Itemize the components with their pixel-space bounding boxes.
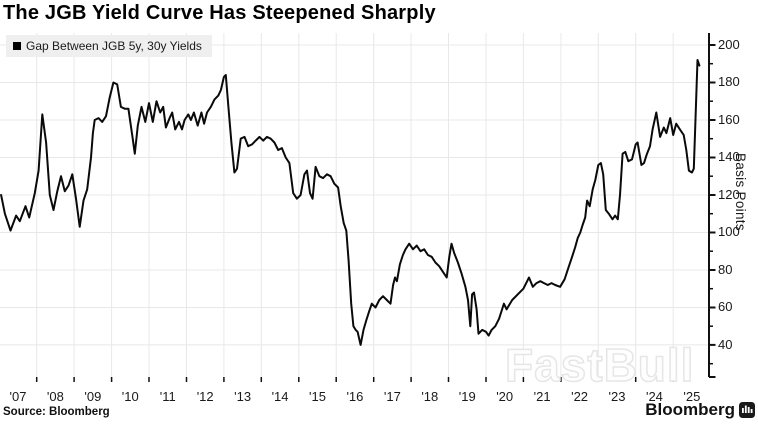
y-tick-label: 120 <box>718 186 740 202</box>
series-line <box>0 59 701 346</box>
x-tick-label: '08 <box>46 389 64 404</box>
x-tick-label: '10 <box>121 389 139 404</box>
x-tick-label: '11 <box>159 389 176 404</box>
y-tick-label: 100 <box>718 224 740 240</box>
x-tick-label: '22 <box>571 389 589 404</box>
y-tick-label: 180 <box>718 74 740 90</box>
y-tick-label: 200 <box>718 36 740 52</box>
x-tick-label: '14 <box>271 389 289 404</box>
y-tick-label: 60 <box>718 299 733 315</box>
legend: Gap Between JGB 5y, 30y Yields <box>6 35 212 57</box>
y-tick-label: 40 <box>718 336 733 352</box>
x-tick-label: '17 <box>383 389 401 404</box>
y-tick-label: 80 <box>718 261 733 277</box>
x-tick-label: '24 <box>645 389 663 404</box>
source-note: Source: Bloomberg <box>3 406 110 418</box>
x-tick-label: '07 <box>9 389 27 404</box>
x-tick-label: '21 <box>533 389 551 404</box>
x-tick-label: '23 <box>608 389 626 404</box>
x-tick-label: '25 <box>683 389 701 404</box>
brand-footer: Bloomberg <box>645 400 755 420</box>
bloomberg-logo-icon <box>739 402 755 418</box>
y-tick-label: 160 <box>718 111 740 127</box>
x-tick-label: '19 <box>458 389 476 404</box>
x-tick-label: '12 <box>196 389 214 404</box>
x-tick-label: '13 <box>234 389 252 404</box>
y-tick-label: 140 <box>718 149 740 165</box>
x-tick-label: '18 <box>421 389 439 404</box>
chart-title: The JGB Yield Curve Has Steepened Sharpl… <box>3 2 436 24</box>
x-tick-label: '16 <box>346 389 364 404</box>
legend-swatch-icon <box>13 42 21 50</box>
watermark: FastBull <box>504 338 695 392</box>
y-axis-title: Basis Points <box>733 153 748 231</box>
x-tick-label: '15 <box>309 389 326 404</box>
brand-name: Bloomberg <box>645 400 735 419</box>
x-tick-label: '09 <box>84 389 102 404</box>
legend-label: Gap Between JGB 5y, 30y Yields <box>26 39 202 53</box>
x-tick-label: '20 <box>496 389 514 404</box>
